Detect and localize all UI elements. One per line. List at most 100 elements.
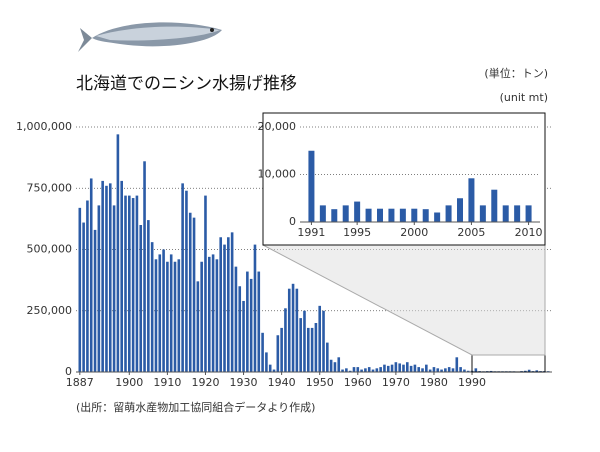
bar bbox=[169, 254, 173, 372]
bar bbox=[280, 327, 283, 372]
y-tick-label: 0 bbox=[65, 365, 72, 378]
bar bbox=[192, 217, 196, 372]
bar bbox=[386, 365, 390, 372]
bar bbox=[200, 261, 203, 372]
bar bbox=[364, 368, 367, 372]
bar bbox=[466, 370, 470, 372]
bar bbox=[524, 370, 527, 372]
bar bbox=[377, 208, 383, 222]
bar bbox=[166, 261, 169, 372]
bar bbox=[128, 195, 131, 372]
bar bbox=[447, 367, 451, 372]
bar bbox=[116, 134, 120, 372]
y-tick-label: 250,000 bbox=[27, 304, 73, 317]
bar bbox=[89, 178, 93, 372]
bar bbox=[535, 370, 539, 372]
bar bbox=[227, 237, 230, 372]
bar bbox=[329, 359, 333, 372]
y-tick-label: 500,000 bbox=[27, 243, 73, 256]
x-tick-label: 1990 bbox=[458, 376, 486, 389]
bar bbox=[108, 183, 112, 372]
bar bbox=[388, 208, 395, 222]
bar bbox=[253, 244, 257, 372]
bar bbox=[405, 362, 409, 372]
bar bbox=[402, 364, 405, 372]
fish-icon bbox=[78, 22, 222, 52]
bar bbox=[337, 357, 341, 372]
bar bbox=[268, 364, 272, 372]
bar bbox=[390, 364, 394, 372]
bar bbox=[97, 205, 101, 372]
bar bbox=[417, 367, 421, 372]
unit-label: (単位：トン) bbox=[484, 66, 548, 80]
bar bbox=[399, 208, 406, 222]
bar bbox=[272, 369, 276, 372]
bar bbox=[314, 323, 318, 372]
bar bbox=[444, 368, 447, 372]
x-tick-label: 1910 bbox=[153, 376, 181, 389]
bar bbox=[112, 205, 116, 372]
bar bbox=[261, 332, 264, 372]
bar bbox=[422, 209, 429, 222]
bar bbox=[181, 183, 184, 372]
bar bbox=[303, 310, 306, 372]
bar bbox=[219, 237, 223, 372]
bar bbox=[432, 367, 436, 372]
bar bbox=[425, 364, 428, 372]
bar bbox=[173, 261, 177, 372]
bar bbox=[451, 368, 455, 372]
x-tick-label: 1920 bbox=[191, 376, 219, 389]
x-tick-label: 1980 bbox=[420, 376, 448, 389]
bar bbox=[276, 335, 280, 372]
y-tick-label: 20,000 bbox=[258, 120, 297, 133]
bar bbox=[383, 364, 386, 372]
bar bbox=[360, 369, 363, 372]
bar bbox=[428, 369, 432, 372]
bar bbox=[196, 281, 200, 372]
x-tick-label: 1960 bbox=[344, 376, 372, 389]
bar bbox=[463, 369, 466, 372]
bar bbox=[413, 364, 417, 372]
bar bbox=[177, 259, 181, 372]
unit-label-en: (unit mt) bbox=[500, 91, 548, 104]
bar bbox=[82, 222, 85, 372]
x-tick-label: 2005 bbox=[457, 226, 485, 239]
bar bbox=[379, 367, 382, 372]
bar bbox=[139, 225, 143, 372]
bar bbox=[345, 368, 348, 372]
x-tick-label: 2010 bbox=[515, 226, 543, 239]
bar bbox=[398, 363, 401, 372]
bar bbox=[445, 205, 452, 222]
x-tick-label: 2000 bbox=[400, 226, 428, 239]
bar bbox=[215, 259, 219, 372]
bar bbox=[120, 180, 123, 372]
bar bbox=[434, 212, 441, 222]
bar bbox=[333, 362, 337, 372]
bar bbox=[375, 368, 379, 372]
bar bbox=[348, 370, 352, 372]
bar bbox=[527, 369, 531, 372]
bar bbox=[341, 369, 344, 372]
zoom-box bbox=[471, 354, 546, 373]
y-tick-label: 0 bbox=[289, 215, 296, 228]
bar bbox=[440, 369, 443, 372]
bar bbox=[371, 369, 375, 372]
bar bbox=[101, 180, 104, 372]
bar bbox=[342, 205, 349, 222]
bar bbox=[479, 205, 486, 222]
bar bbox=[154, 259, 158, 372]
bar bbox=[265, 352, 268, 372]
x-tick-label: 1887 bbox=[66, 376, 94, 389]
bar bbox=[310, 327, 314, 372]
bar bbox=[158, 254, 162, 372]
bar bbox=[436, 368, 440, 372]
chart-title: 北海道でのニシン水揚げ推移 bbox=[76, 74, 297, 94]
bar bbox=[514, 205, 521, 222]
bar bbox=[223, 244, 226, 372]
bar bbox=[86, 200, 89, 372]
x-tick-label: 1995 bbox=[343, 226, 371, 239]
x-tick-label: 1900 bbox=[115, 376, 143, 389]
bar bbox=[525, 205, 532, 222]
bar bbox=[131, 198, 135, 372]
